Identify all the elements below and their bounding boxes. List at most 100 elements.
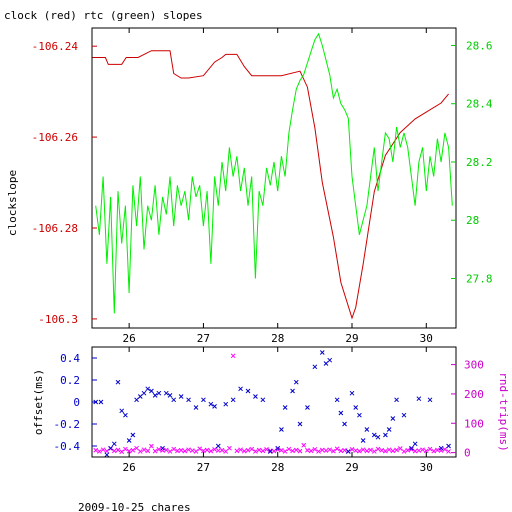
point-offset: [312, 364, 318, 370]
slope-series-group: [92, 32, 453, 320]
point-rnd-trip: [301, 442, 307, 448]
series-line-rtc: [95, 32, 453, 314]
point-rnd-trip: [390, 448, 396, 454]
point-rnd-trip: [186, 447, 191, 453]
y-tick-label-right: 28.6: [466, 39, 493, 52]
series-line-clock: [92, 50, 449, 320]
y-tick-label-right: 28: [466, 214, 479, 227]
point-offset: [290, 388, 295, 394]
point-offset: [375, 434, 381, 440]
x-tick-label: 28: [271, 332, 284, 345]
point-rnd-trip: [290, 448, 295, 454]
point-offset: [171, 397, 177, 403]
point-rnd-trip: [349, 447, 355, 452]
point-offset: [238, 386, 243, 392]
point-offset: [334, 397, 340, 403]
point-offset: [130, 432, 136, 438]
point-rnd-trip: [267, 448, 273, 453]
x-tick-label: 27: [197, 461, 210, 474]
point-offset: [193, 405, 199, 410]
point-rnd-trip: [260, 448, 266, 454]
point-offset: [275, 445, 281, 451]
point-rnd-trip: [319, 447, 325, 453]
point-offset: [208, 401, 214, 407]
y-axis-label-left: clockslope: [6, 170, 19, 236]
point-rnd-trip: [312, 447, 318, 452]
y-axis-label-offset: offset(ms): [32, 369, 45, 435]
y-tick-label-left: -0.4: [54, 440, 81, 453]
point-rnd-trip: [371, 449, 377, 454]
lower-axis-ticks: 26 27 28 29 30 0.4 0.2 0 -0.2 -0.4 300 200 100 0: [54, 347, 484, 474]
y-tick-label-left: -0.2: [54, 418, 81, 431]
point-offset: [137, 394, 143, 399]
point-rnd-trip: [167, 449, 173, 454]
point-rnd-trip: [338, 448, 344, 454]
point-rnd-trip: [379, 447, 385, 453]
point-rnd-trip: [149, 443, 154, 449]
point-offset: [353, 405, 359, 410]
point-offset: [319, 350, 325, 355]
y-tick-label-left: -106.24: [32, 40, 79, 53]
point-offset: [371, 432, 377, 438]
point-offset: [427, 397, 433, 403]
point-rnd-trip: [175, 448, 180, 454]
point-rnd-trip: [111, 448, 117, 454]
point-rnd-trip: [123, 446, 128, 452]
point-offset: [126, 438, 132, 443]
point-rnd-trip: [137, 449, 143, 454]
point-rnd-trip: [282, 449, 288, 454]
point-offset: [152, 393, 158, 398]
point-rnd-trip: [223, 449, 229, 454]
point-offset: [119, 408, 125, 414]
point-rnd-trip: [353, 448, 359, 453]
point-rnd-trip: [264, 447, 269, 452]
y-tick-label-right: 300: [464, 359, 484, 372]
point-offset: [360, 438, 366, 443]
x-axis-label: 2009-10-25 chares: [78, 501, 191, 512]
point-rnd-trip: [145, 448, 151, 454]
point-offset: [297, 421, 303, 427]
point-rnd-trip: [271, 448, 277, 454]
point-rnd-trip: [100, 447, 106, 453]
point-rnd-trip: [286, 446, 292, 452]
point-rnd-trip: [394, 447, 399, 453]
point-rnd-trip: [130, 447, 136, 453]
point-rnd-trip: [327, 447, 333, 453]
point-rnd-trip: [241, 448, 247, 454]
point-rnd-trip: [297, 448, 303, 454]
point-offset: [98, 399, 104, 405]
point-rnd-trip: [401, 449, 407, 454]
point-rnd-trip: [256, 447, 262, 453]
point-offset: [416, 396, 422, 402]
point-offset: [342, 421, 347, 427]
point-rnd-trip: [446, 449, 451, 454]
y-tick-label-right: 28.4: [466, 98, 493, 111]
point-offset: [245, 388, 251, 394]
point-rnd-trip: [334, 446, 340, 452]
point-rnd-trip: [323, 448, 329, 453]
point-rnd-trip: [420, 447, 425, 453]
y-tick-label-left: 0: [73, 396, 80, 409]
point-offset: [212, 404, 217, 409]
point-rnd-trip: [104, 448, 110, 454]
point-rnd-trip: [383, 448, 388, 454]
point-offset: [115, 379, 121, 385]
point-offset: [438, 445, 444, 451]
point-offset: [357, 412, 362, 418]
y-tick-label-right: 28.2: [466, 156, 493, 169]
point-rnd-trip: [375, 446, 381, 452]
x-tick-label: 26: [123, 332, 136, 345]
point-rnd-trip: [342, 447, 347, 453]
point-rnd-trip: [115, 447, 121, 453]
point-rnd-trip: [230, 353, 236, 359]
point-rnd-trip: [305, 447, 310, 453]
point-offset: [163, 390, 169, 396]
y-tick-label-left: -106.26: [32, 131, 78, 144]
point-rnd-trip: [245, 447, 251, 453]
point-rnd-trip: [201, 448, 206, 454]
point-rnd-trip: [134, 445, 139, 451]
point-offset: [409, 445, 414, 451]
x-tick-label: 29: [345, 461, 358, 474]
y-tick-label-right: 0: [464, 447, 471, 460]
point-offset: [145, 386, 151, 392]
